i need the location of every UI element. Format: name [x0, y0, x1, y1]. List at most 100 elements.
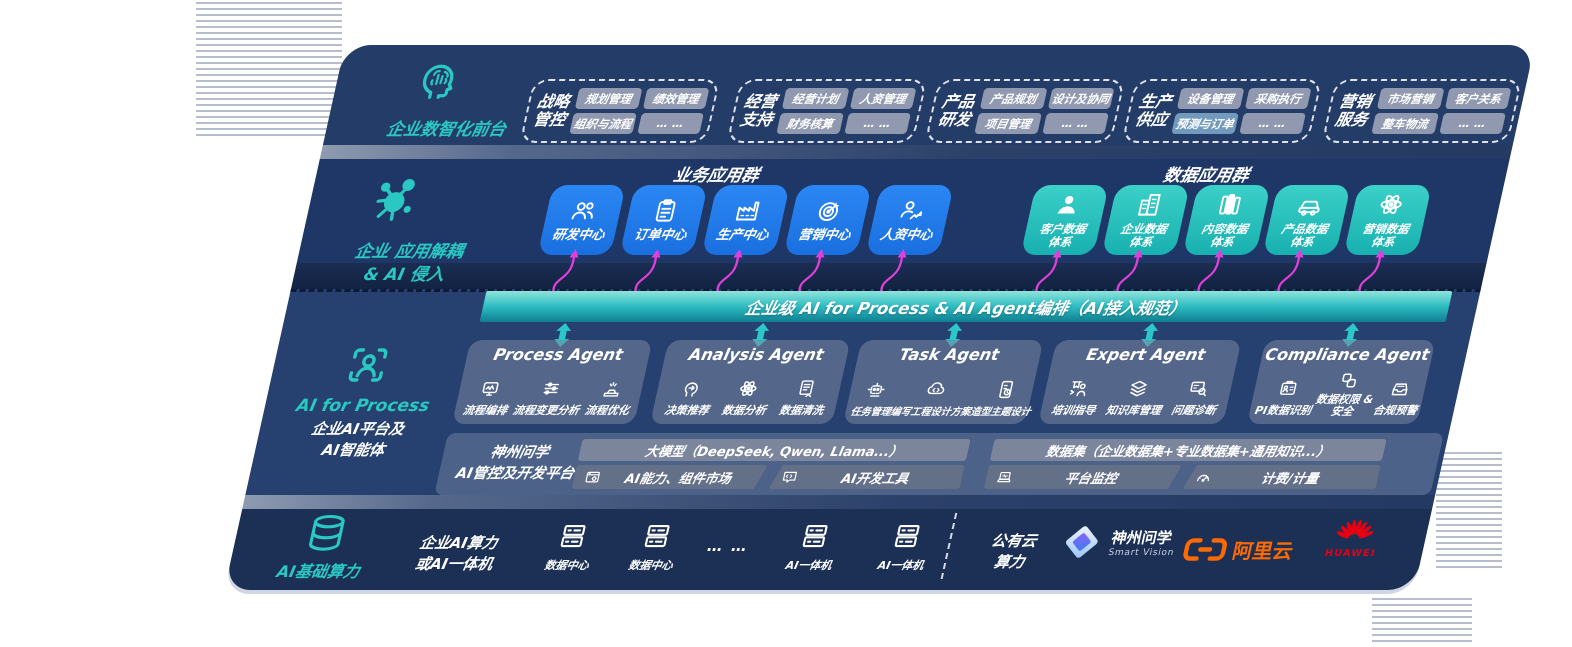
curve-arrow-up-icon [1272, 248, 1310, 293]
platform-cells-left: AI能力、组件市场 AI开发工具 [572, 465, 965, 489]
platform-label-line1: 神州问学 [488, 445, 551, 461]
data-box-product: 产品数据 体系 [1262, 185, 1351, 255]
front-office-layer-label: 企业数智化前台 [384, 120, 508, 140]
decoupling-layer-label-line2: & AI 侵入 [361, 264, 447, 285]
szwx-name: 神州问学 [1109, 528, 1174, 547]
data-box-marketing: 营销数据 体系 [1343, 185, 1432, 255]
tag: 客户关系 [1444, 88, 1512, 109]
tag: … … [636, 113, 704, 134]
agent-item: 合规预警 [1371, 378, 1424, 418]
aliyun-bracket-icon [1180, 537, 1230, 562]
ai-layer-label-en: AI for Process [294, 396, 432, 416]
group-name: 战略 管控 [531, 92, 572, 129]
agent-items: 任务管理 编写工程设计方案 造型主题设计 [849, 379, 1032, 418]
flow-monitor-icon [477, 378, 503, 399]
platform-cell-monitoring: 平台监控 [984, 465, 1182, 489]
gauge-icon [1193, 469, 1214, 486]
agent-item: 流程变更分析 [511, 378, 586, 418]
deck-bevel [242, 495, 1436, 509]
optimize-icon [599, 378, 625, 399]
curve-arrow-up-icon [1030, 248, 1068, 293]
agent-title: Process Agent [491, 345, 625, 364]
group-name: 产品 研发 [936, 92, 977, 129]
agent-item: 培训指导 [1050, 378, 1103, 418]
id-card-icon [1275, 378, 1301, 399]
server-icon [555, 521, 592, 551]
szwx-logo: 神州问学 Smart Vision [1056, 521, 1181, 563]
front-office-group-operation: 经营 支持 经营计划 人资管理 财务核算 … … [726, 79, 928, 143]
team-icon [567, 197, 600, 224]
tag: 市场营销 [1376, 88, 1444, 109]
compute-label-line1: 企业AI算力 [417, 534, 500, 552]
layers-icon [1126, 378, 1152, 399]
agent-item: 编写工程设计方案 [889, 379, 978, 418]
tag: 设计及协同 [1047, 88, 1115, 109]
linked-squares-icon [1336, 370, 1362, 391]
huawei-petals-icon [1334, 519, 1376, 545]
agent-items: 决策推荐 数据分析 数据清洗 [656, 378, 837, 418]
public-cloud-label: 公有云 算力 [964, 531, 1059, 573]
agent-item: 决策推荐 [663, 378, 716, 418]
curve-arrow-up-icon [1353, 248, 1391, 293]
platform-label: 神州问学 AI管控及开发平台 [448, 443, 585, 485]
ai-platform-layer-label: AI for Process 企业AI平台及 AI智能体 [263, 395, 454, 461]
agent-item: 数据权限 & 安全 [1309, 370, 1382, 418]
business-apps-header: 业务应用群 [671, 166, 761, 186]
app-label: 营销数据 体系 [1361, 222, 1411, 249]
node-ai-appliance: AI一体机 [766, 521, 860, 573]
platform-cell-ai-market: AI能力、组件市场 [572, 465, 768, 489]
agent-title: Task Agent [897, 345, 1002, 364]
curve-arrow-up-icon [1111, 248, 1149, 293]
curve-arrow-up-icon [629, 248, 667, 293]
group-name: 经营 支持 [738, 92, 779, 129]
platform-cell-metering: 计费/计量 [1183, 465, 1381, 489]
dev-tools-icon [779, 469, 800, 486]
decoupling-layer-label: 企业 应用解耦 & AI 侵入 [306, 241, 506, 287]
app-box-order-center: 订单中心 [619, 185, 708, 255]
server-icon [639, 521, 676, 551]
curve-arrow-up-icon [711, 248, 749, 293]
server-icon [797, 521, 834, 551]
aliyun-logo-text: 阿里云 [1230, 539, 1296, 563]
tag: 预测与订单 [1171, 113, 1239, 134]
app-label: 订单中心 [632, 227, 688, 243]
agent-title: Compliance Agent [1263, 345, 1432, 364]
app-label: 客户数据 体系 [1038, 222, 1088, 249]
agent-title: Analysis Agent [687, 345, 826, 364]
model-bar: 大模型（DeepSeek, Qwen, Llama...） [577, 439, 971, 461]
app-label: 企业数据 体系 [1119, 222, 1169, 249]
ellipsis-more-nodes: … … [705, 537, 751, 555]
front-office-group-production-supply: 生产 供应 设备管理 采购执行 预测与订单 … … [1121, 79, 1323, 143]
decoupling-layer-label-line1: 企业 应用解耦 [352, 242, 466, 262]
tag: 绩效管理 [642, 88, 710, 109]
group-tags: 设备管理 采购执行 预测与订单 … … [1171, 88, 1312, 134]
szwx-subtitle: Smart Vision [1107, 547, 1176, 558]
atom-icon [736, 378, 762, 399]
group-name: 营销 服务 [1333, 92, 1374, 129]
public-cloud-line1: 公有云 [989, 532, 1039, 550]
curve-arrow-up-icon [1192, 248, 1230, 293]
tag: 整车物流 [1371, 113, 1439, 134]
agent-items: 培训指导 知识库管理 问题诊断 [1044, 378, 1228, 418]
car-icon [1294, 191, 1327, 218]
tag: … … [1238, 113, 1306, 134]
group-tags: 产品规划 设计及协同 项目管理 … … [974, 88, 1115, 134]
data-box-customer: 客户数据 体系 [1020, 185, 1109, 255]
agent-compliance: Compliance Agent PI数据识别 数据权限 & 安全 合规预警 [1246, 340, 1436, 424]
agent-item: 流程优化 [583, 378, 636, 418]
tag: 组织与流程 [569, 113, 637, 134]
render-artifact-stripes [196, 2, 342, 140]
dataset-bar: 数据集（企业数据集+专业数据集+通用知识...） [989, 439, 1387, 461]
app-label: 产品数据 体系 [1280, 222, 1330, 249]
agent-item: 流程编排 [461, 378, 514, 418]
target-icon [813, 197, 846, 224]
huawei-logo-text: HUAWEI [1323, 548, 1377, 559]
curve-arrow-up-icon [875, 248, 913, 293]
agent-expert: Expert Agent 培训指导 知识库管理 问题诊断 [1037, 340, 1242, 424]
app-box-production-center: 生产中心 [701, 185, 790, 255]
node-data-center: 数据中心 [608, 521, 702, 573]
tag: 人资管理 [849, 88, 917, 109]
decision-head-icon [679, 378, 705, 399]
node-ai-appliance: AI一体机 [858, 521, 952, 573]
